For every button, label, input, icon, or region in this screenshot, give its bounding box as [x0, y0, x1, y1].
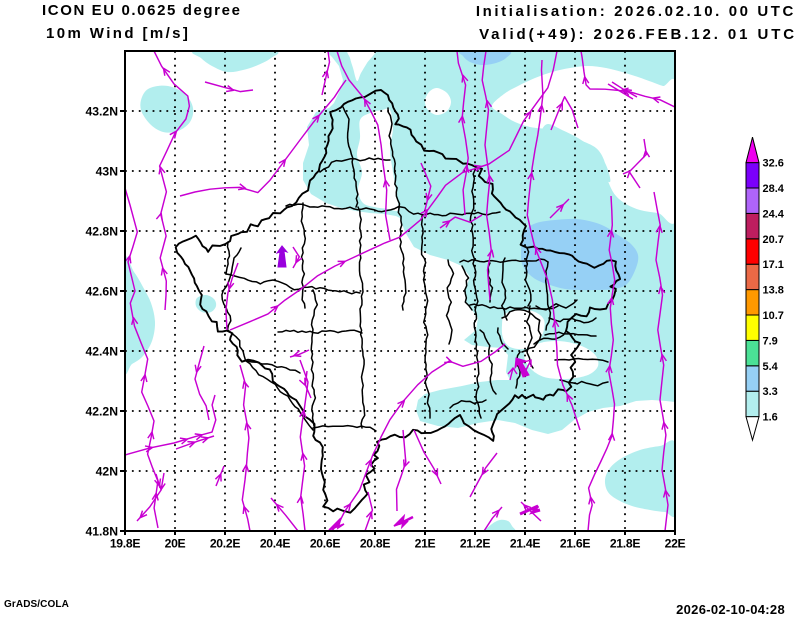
svg-text:3.3: 3.3 [763, 386, 778, 398]
svg-text:21E: 21E [415, 537, 436, 551]
svg-text:41.8N: 41.8N [85, 525, 118, 539]
svg-text:42.6N: 42.6N [85, 285, 118, 299]
svg-text:43N: 43N [96, 165, 118, 179]
svg-text:42.2N: 42.2N [85, 405, 118, 419]
svg-text:13.8: 13.8 [763, 285, 784, 297]
svg-text:17.1: 17.1 [763, 259, 784, 271]
svg-text:5.4: 5.4 [763, 361, 779, 373]
svg-text:20.2E: 20.2E [210, 537, 241, 551]
svg-text:21.8E: 21.8E [610, 537, 641, 551]
svg-text:24.4: 24.4 [763, 208, 785, 220]
svg-text:20.7: 20.7 [763, 234, 784, 246]
svg-text:10.7: 10.7 [763, 310, 784, 322]
svg-text:19.8E: 19.8E [110, 537, 141, 551]
svg-text:7.9: 7.9 [763, 335, 778, 347]
svg-text:42.8N: 42.8N [85, 225, 118, 239]
svg-text:22E: 22E [665, 537, 686, 551]
svg-text:32.6: 32.6 [763, 158, 784, 170]
svg-text:21.4E: 21.4E [510, 537, 541, 551]
svg-text:20.6E: 20.6E [310, 537, 341, 551]
svg-text:21.6E: 21.6E [560, 537, 591, 551]
svg-text:28.4: 28.4 [763, 183, 785, 195]
svg-text:20E: 20E [165, 537, 186, 551]
svg-text:1.6: 1.6 [763, 412, 778, 424]
svg-text:20.8E: 20.8E [360, 537, 391, 551]
svg-text:20.4E: 20.4E [260, 537, 291, 551]
svg-text:21.2E: 21.2E [460, 537, 491, 551]
svg-text:43.2N: 43.2N [85, 105, 118, 119]
svg-text:42.4N: 42.4N [85, 345, 118, 359]
svg-text:42N: 42N [96, 465, 118, 479]
